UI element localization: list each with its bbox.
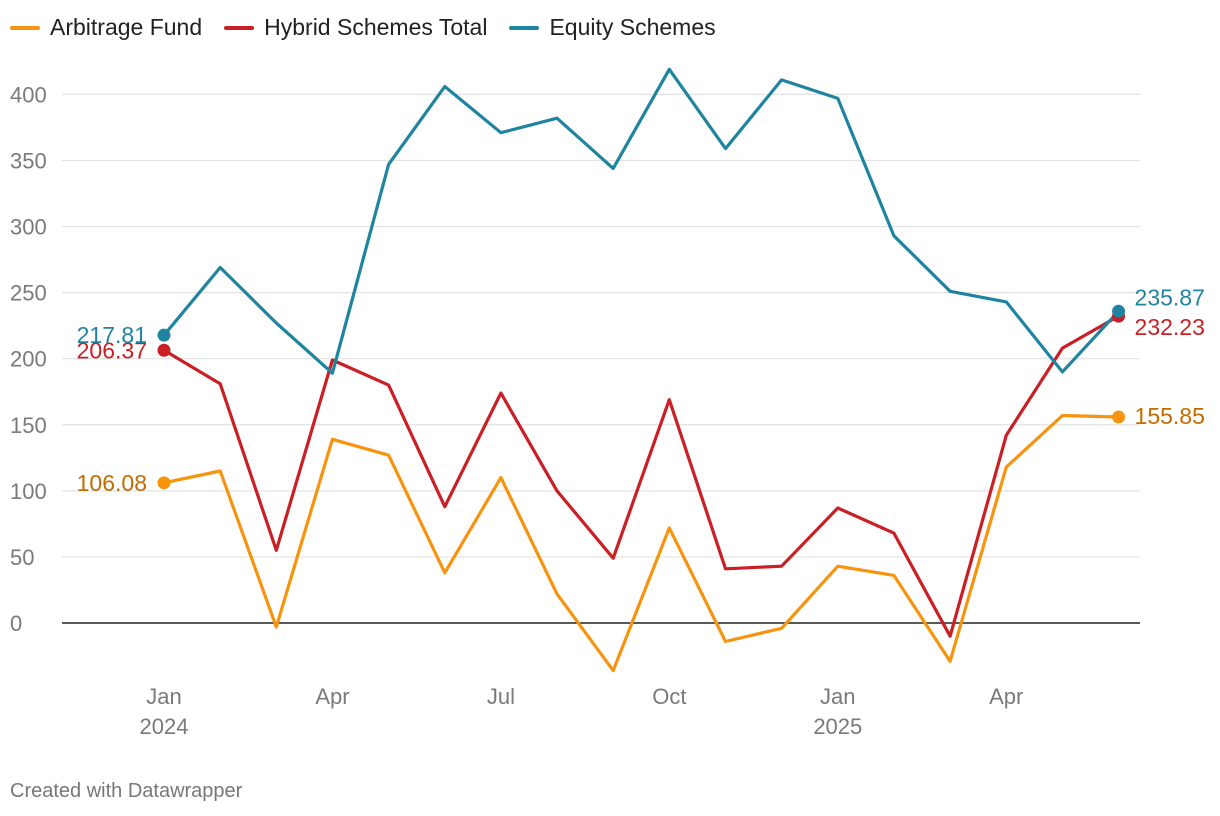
x-tick-label: Oct — [652, 684, 686, 709]
series-start-point-0 — [157, 476, 171, 490]
legend-item-hybrid-schemes-total[interactable]: Hybrid Schemes Total — [224, 14, 487, 41]
y-tick-label: 400 — [10, 82, 47, 107]
legend-swatch-hybrid — [224, 25, 255, 30]
y-tick-label: 50 — [10, 545, 34, 570]
series-line-2 — [162, 67, 1121, 375]
series-end-point-2 — [1112, 304, 1126, 318]
y-tick-label: 350 — [10, 148, 47, 173]
series-end-label-2: 235.87 — [1135, 284, 1205, 310]
y-tick-label: 250 — [10, 281, 47, 306]
series-end-label-0: 155.85 — [1135, 403, 1205, 429]
legend-label-hybrid: Hybrid Schemes Total — [264, 14, 488, 40]
y-tick-label: 100 — [10, 479, 47, 504]
x-tick-label: Apr — [315, 684, 349, 709]
y-tick-label: 150 — [10, 413, 47, 438]
series-end-point-0 — [1112, 410, 1126, 424]
series-line-0 — [162, 413, 1121, 673]
series-start-point-1 — [157, 343, 171, 357]
y-tick-label: 300 — [10, 215, 47, 240]
x-tick-label: Jul — [487, 684, 515, 709]
legend-item-equity-schemes[interactable]: Equity Schemes — [509, 14, 716, 41]
x-tick-label: Jan — [146, 684, 181, 709]
x-tick-label: Apr — [989, 684, 1023, 709]
x-tick-year-label: 2024 — [140, 714, 189, 739]
series-start-label-1: 206.37 — [77, 337, 147, 363]
legend: Arbitrage Fund Hybrid Schemes Total Equi… — [10, 14, 716, 41]
legend-swatch-equity — [509, 25, 540, 30]
series-line-1 — [162, 314, 1121, 638]
y-tick-label: 0 — [10, 611, 22, 636]
legend-swatch-arbitrage — [10, 25, 40, 30]
x-tick-year-label: 2025 — [813, 714, 862, 739]
x-tick-label: Jan — [820, 684, 855, 709]
legend-label-equity: Equity Schemes — [549, 14, 716, 40]
legend-label-arbitrage: Arbitrage Fund — [50, 14, 203, 40]
y-tick-label: 200 — [10, 347, 47, 372]
line-chart-svg: 0 50 100 150 200 250 300 350 400 Jan 2024 Apr Jul Oct… — [10, 67, 1205, 739]
series-start-point-2 — [157, 328, 171, 342]
series-end-label-1: 232.23 — [1135, 314, 1205, 340]
series-start-label-2: 217.81 — [77, 322, 147, 348]
series-start-label-0: 106.08 — [77, 470, 147, 496]
legend-item-arbitrage-fund[interactable]: Arbitrage Fund — [10, 14, 202, 41]
credit-text: Created with Datawrapper — [10, 780, 243, 802]
